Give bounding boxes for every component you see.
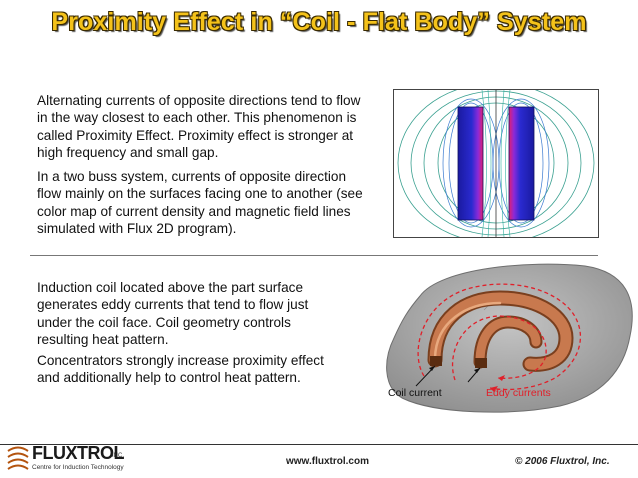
section-divider [30, 255, 598, 256]
footer-divider [0, 444, 638, 445]
logo-suffix: INC. [112, 453, 124, 459]
paragraph-proximity-effect: Alternating currents of opposite directi… [37, 93, 361, 161]
paragraph-two-buss-system: In a two buss system, currents of opposi… [37, 169, 363, 237]
logo-name: FLUXTROL [32, 443, 125, 463]
paragraph-induction-coil: Induction coil located above the part su… [37, 280, 309, 348]
slide-title: Proximity Effect in “Coil - Flat Body” S… [51, 8, 587, 36]
logo-tagline: Centre for Induction Technology [32, 464, 124, 471]
flux-simulation-image [393, 89, 599, 238]
logo-coil-icon [7, 446, 29, 470]
fluxtrol-logo: FLUXTROL INC. Centre for Induction Techn… [5, 441, 135, 475]
footer-copyright: © 2006 Fluxtrol, Inc. [515, 456, 610, 467]
coil-current-label: Coil current [388, 387, 442, 399]
coil-over-plate-graphic [386, 263, 633, 413]
paragraph-concentrators: Concentrators strongly increase proximit… [37, 353, 324, 386]
eddy-currents-label: Eddy currents [486, 387, 551, 399]
field-lines-graphic [397, 90, 595, 237]
footer-url[interactable]: www.fluxtrol.com [286, 456, 369, 467]
coil-flat-body-illustration [380, 258, 638, 418]
